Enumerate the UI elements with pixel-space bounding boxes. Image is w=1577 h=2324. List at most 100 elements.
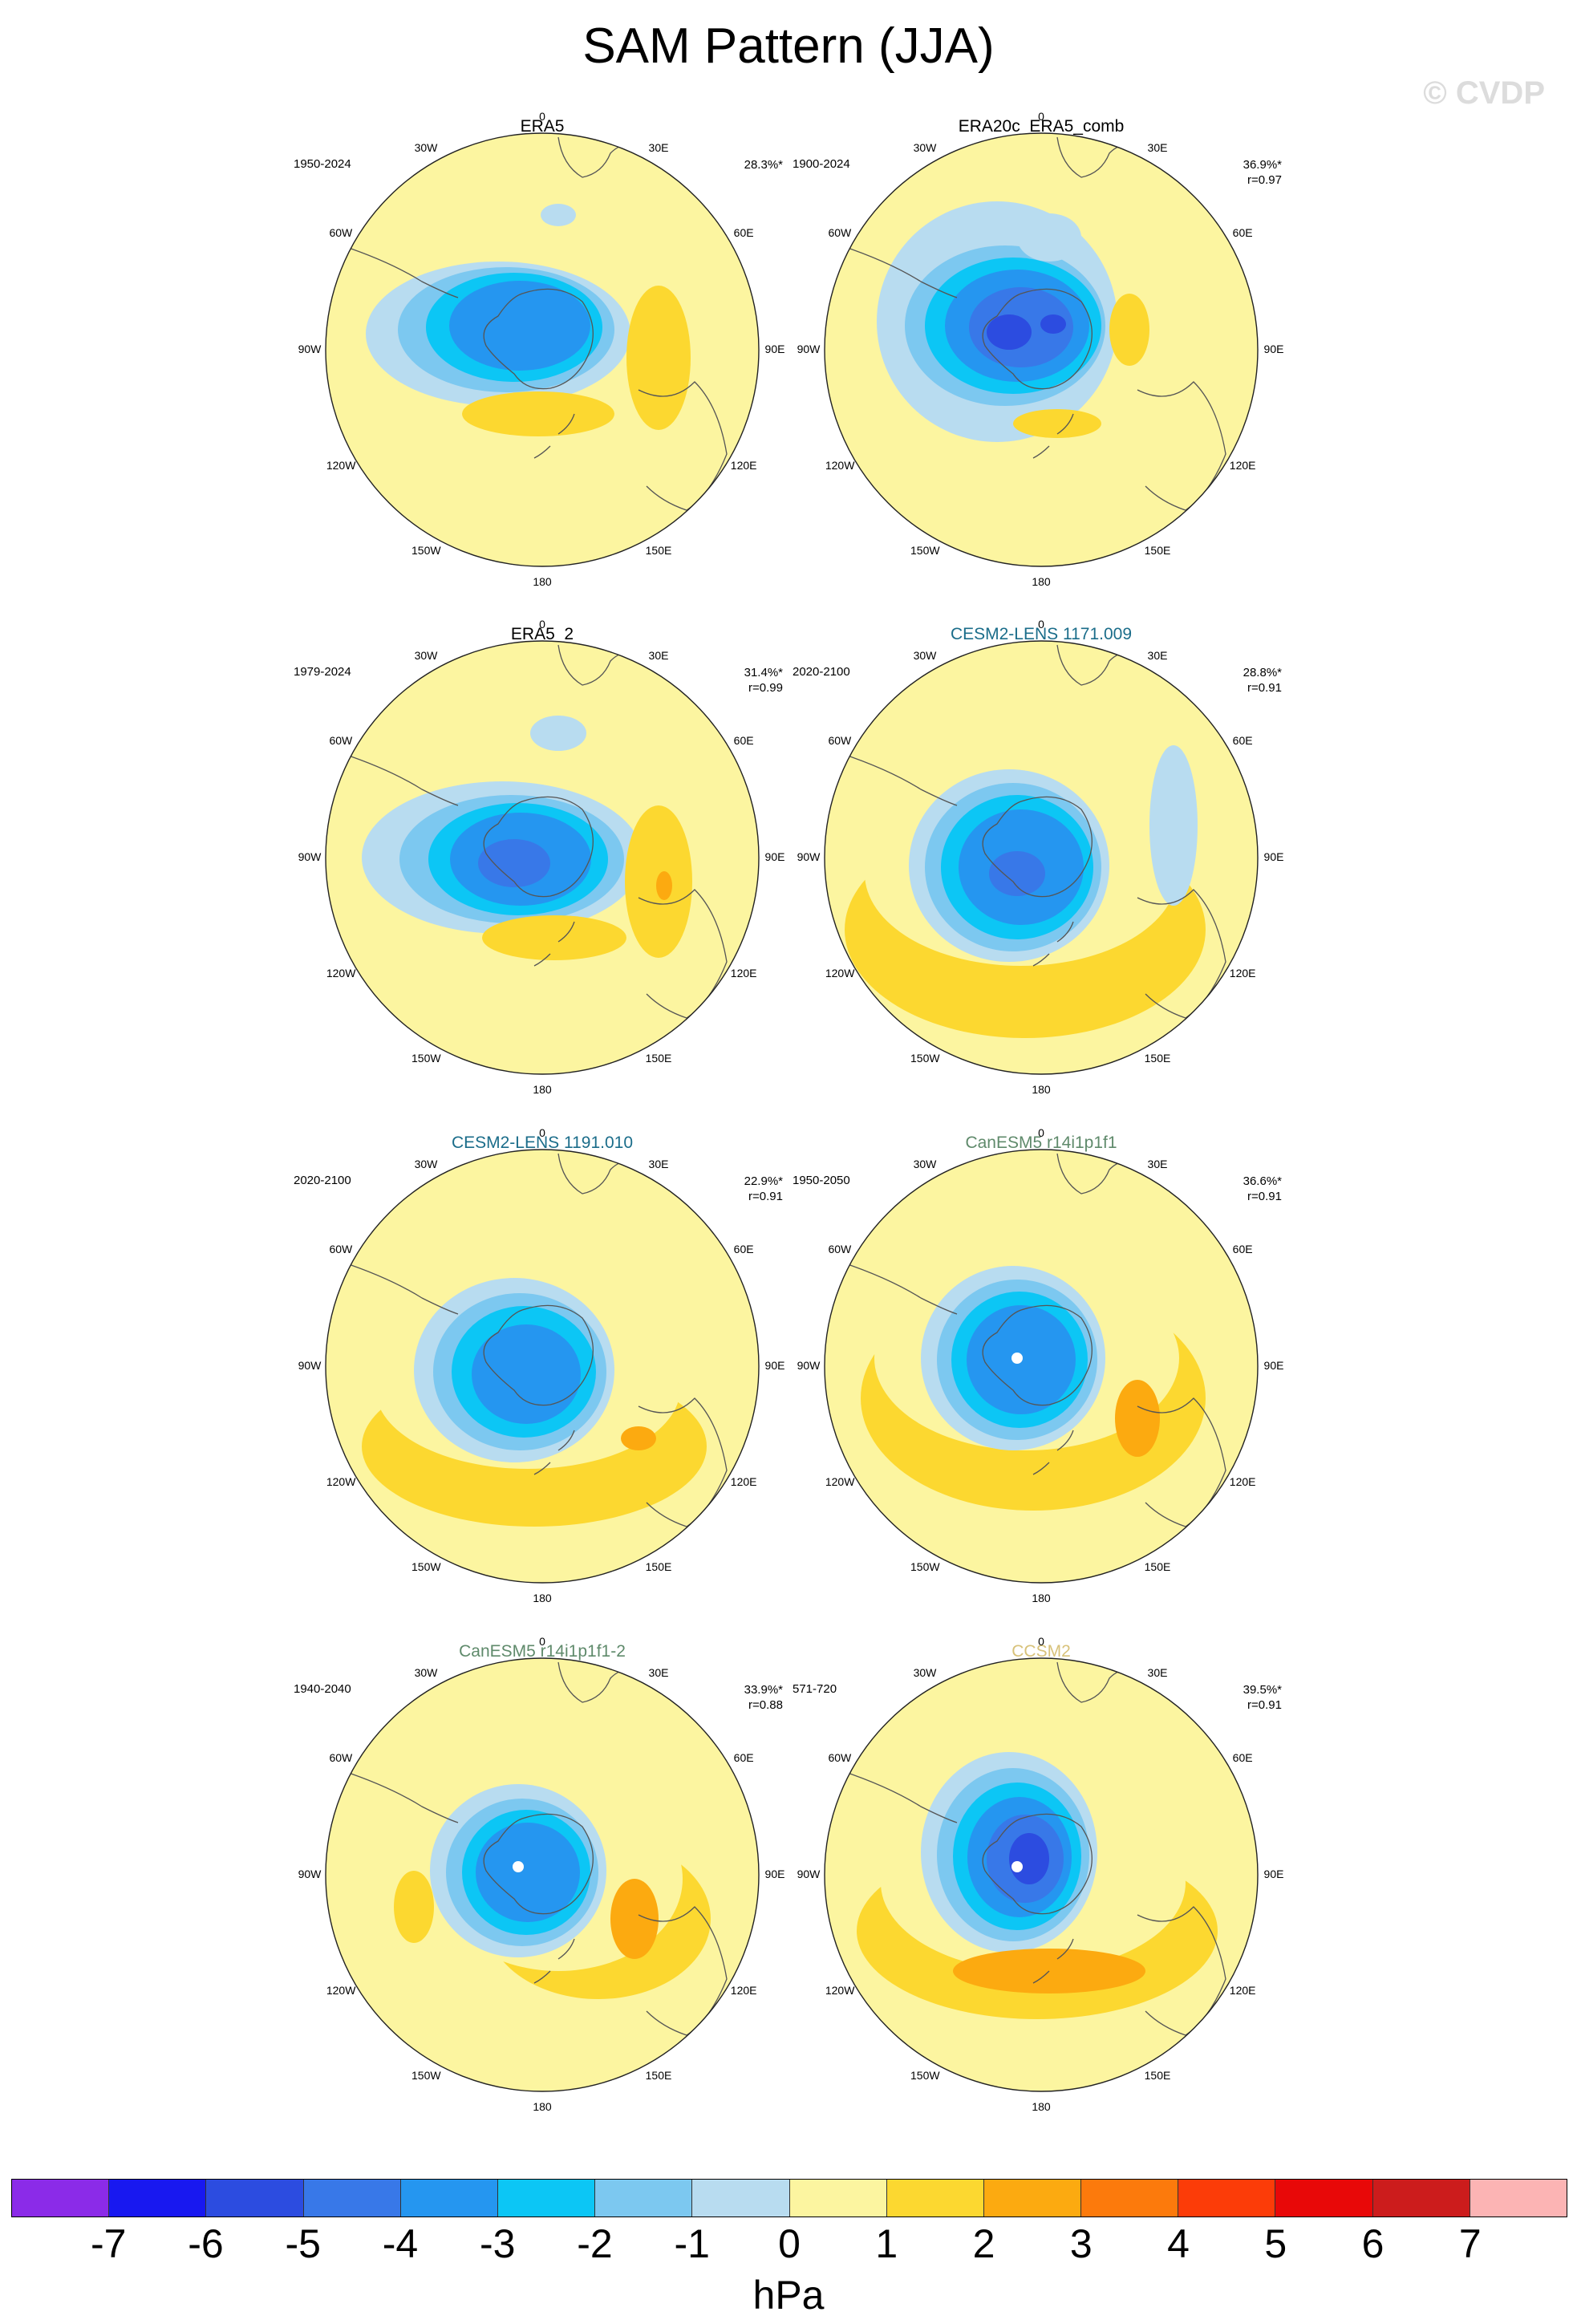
pole-missing-data — [1011, 1353, 1023, 1364]
longitude-label: 0 — [539, 618, 545, 631]
colorbar-segment — [886, 2180, 984, 2217]
longitude-label: 150E — [1144, 1560, 1171, 1574]
antarctica-coastline — [483, 1813, 594, 1915]
figure-title: SAM Pattern (JJA) — [582, 18, 995, 74]
longitude-label: 90W — [797, 1868, 821, 1880]
longitude-label: 150W — [411, 1052, 441, 1065]
longitude-label: 0 — [1038, 1635, 1044, 1648]
longitude-label: 180 — [1032, 2100, 1051, 2113]
panel-period: 1979-2024 — [294, 665, 351, 679]
longitude-label: 60W — [329, 734, 353, 747]
map-border — [824, 132, 1259, 567]
longitude-label: 30E — [1147, 1157, 1168, 1170]
panel-stats: 28.3%* — [663, 157, 783, 172]
new-zealand-coastline — [533, 921, 575, 967]
colorbar-segment — [692, 2180, 790, 2217]
new-zealand-coastline — [533, 413, 575, 459]
antarctica-coastline — [483, 288, 594, 390]
new-zealand-coastline — [533, 1938, 575, 1984]
contour-region — [989, 851, 1045, 896]
longitude-label: 150E — [1144, 2069, 1171, 2083]
longitude-label: 150E — [645, 1560, 672, 1574]
colorbar-segment — [400, 2180, 498, 2217]
longitude-label: 30W — [414, 648, 438, 662]
longitude-label: 150E — [645, 1052, 672, 1065]
map-border — [325, 1657, 760, 2092]
panel-period: 1950-2050 — [793, 1174, 850, 1187]
longitude-label: 30E — [1147, 1665, 1168, 1679]
map-panel-era5: ERA5 1950-2024 28.3%* 0 30E 60E 90E 120E 150E 180… — [294, 110, 951, 614]
contour-region — [482, 915, 626, 960]
explained-variance: 39.5%* — [1243, 1683, 1282, 1697]
longitude-label: 180 — [1032, 1592, 1051, 1604]
antarctica-coastline — [982, 288, 1093, 390]
australia-coastline — [1137, 381, 1226, 511]
contour-region — [1040, 314, 1066, 334]
panel-stats: 22.9%* r=0.91 — [663, 1174, 783, 1204]
australia-coastline — [1137, 1397, 1226, 1527]
longitude-label: 90E — [1263, 850, 1284, 863]
pattern-correlation: r=0.97 — [1247, 173, 1282, 187]
panel-stats: 28.8%* r=0.91 — [1161, 665, 1282, 696]
panel-period: 1950-2024 — [294, 157, 351, 171]
new-zealand-coastline — [1032, 1938, 1074, 1984]
longitude-label: 150E — [1144, 544, 1171, 558]
longitude-label: 180 — [533, 1083, 552, 1096]
antarctica-coastline — [483, 1304, 594, 1406]
colorbar — [11, 2179, 1567, 2217]
polar-map — [325, 1657, 760, 2092]
panel-title: CanESM5 r14i1p1f1 — [965, 1134, 1117, 1152]
longitude-label: 60W — [329, 1243, 353, 1255]
new-zealand-coastline — [1032, 413, 1074, 459]
colorbar-segment — [303, 2180, 401, 2217]
longitude-label: 150W — [910, 2069, 940, 2083]
south-america-coastline — [840, 245, 958, 298]
panel-stats: 33.9%* r=0.88 — [663, 1682, 783, 1713]
colorbar-segment — [1275, 2180, 1373, 2217]
australia-coastline — [1137, 1906, 1226, 2036]
longitude-label: 120E — [1229, 967, 1256, 979]
panel-stats: 31.4%* r=0.99 — [663, 665, 783, 696]
pole-missing-data — [1011, 1861, 1023, 1872]
pattern-correlation: r=0.91 — [1247, 1698, 1282, 1712]
longitude-label: 120W — [825, 967, 855, 979]
panel-stats: 36.9%* r=0.97 — [1161, 157, 1282, 188]
colorbar-tick-label: 5 — [1264, 2221, 1287, 2266]
longitude-label: 90W — [298, 343, 322, 355]
longitude-label: 180 — [1032, 1083, 1051, 1096]
longitude-label: 90E — [764, 1868, 785, 1880]
map-border — [824, 1657, 1259, 2092]
longitude-label: 60E — [733, 1751, 754, 1764]
map-border — [325, 1149, 760, 1584]
map-panel-cesm2-1191: CESM2-LENS 1191.010 2020-2100 22.9%* r=0.91… — [294, 1126, 951, 1631]
longitude-label: 180 — [533, 2100, 552, 2113]
polar-map — [824, 1657, 1259, 2092]
colorbar-tick-label: -3 — [480, 2221, 516, 2266]
longitude-label: 30W — [913, 1665, 937, 1679]
colorbar-tick-label: -5 — [285, 2221, 321, 2266]
pattern-correlation: r=0.91 — [1247, 681, 1282, 695]
longitude-label: 30W — [414, 140, 438, 154]
longitude-label: 90E — [1263, 1868, 1284, 1880]
longitude-label: 30E — [648, 1665, 669, 1679]
explained-variance: 36.6%* — [1243, 1174, 1282, 1188]
colorbar-tick-label: -2 — [577, 2221, 613, 2266]
colorbar-tick-label: 7 — [1458, 2221, 1482, 2266]
longitude-label: 0 — [1038, 1126, 1044, 1139]
contour-region — [472, 1324, 581, 1424]
south-america-coastline — [341, 752, 459, 806]
longitude-label: 120W — [326, 967, 356, 979]
australia-coastline — [638, 381, 728, 511]
longitude-label: 60W — [329, 1751, 353, 1764]
panel-period: 1900-2024 — [793, 157, 850, 171]
map-border — [824, 640, 1259, 1075]
contour-region — [656, 871, 672, 900]
longitude-label: 120E — [730, 459, 757, 472]
colorbar-tick-label: -4 — [382, 2221, 419, 2266]
map-panel-era5-2: ERA5_2 1979-2024 31.4%* r=0.99 0 30E 60E 90E 120… — [294, 618, 951, 1122]
panel-stats: 39.5%* r=0.91 — [1161, 1682, 1282, 1713]
south-america-coastline — [341, 245, 459, 298]
contour-region — [987, 314, 1032, 350]
longitude-label: 60W — [828, 734, 852, 747]
panel-title: ERA20c_ERA5_comb — [958, 117, 1125, 136]
